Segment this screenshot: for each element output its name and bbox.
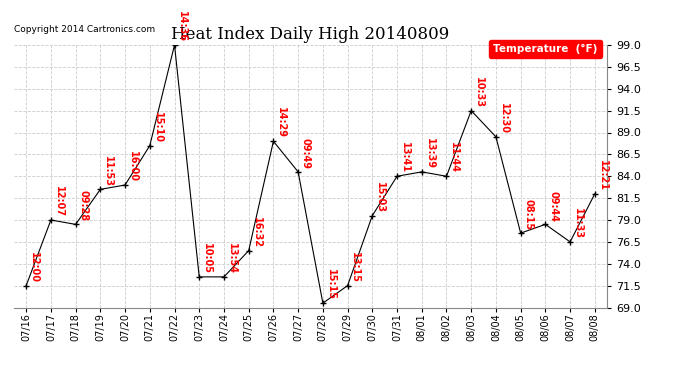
Text: 11:44: 11:44 [449, 142, 460, 174]
Title: Heat Index Daily High 20140809: Heat Index Daily High 20140809 [171, 27, 450, 44]
Text: 13:54: 13:54 [227, 243, 237, 274]
Text: 09:49: 09:49 [301, 138, 311, 169]
Text: 16:00: 16:00 [128, 151, 138, 182]
Text: 12:07: 12:07 [54, 186, 63, 217]
Text: 13:15: 13:15 [351, 252, 360, 283]
Text: 11:53: 11:53 [103, 156, 113, 187]
Text: 12:21: 12:21 [598, 160, 608, 191]
Text: 15:15: 15:15 [326, 269, 335, 300]
Text: 13:41: 13:41 [400, 142, 410, 174]
Text: 15:10: 15:10 [152, 112, 163, 143]
Text: 14:29: 14:29 [276, 108, 286, 138]
Text: 15:03: 15:03 [375, 182, 385, 213]
Text: 08:15: 08:15 [524, 199, 533, 230]
Text: 10:33: 10:33 [474, 77, 484, 108]
Text: 16:32: 16:32 [251, 217, 262, 248]
Text: Copyright 2014 Cartronics.com: Copyright 2014 Cartronics.com [14, 26, 155, 34]
Text: 14:36: 14:36 [177, 11, 187, 42]
Legend: Temperature  (°F): Temperature (°F) [489, 40, 602, 58]
Text: 12:00: 12:00 [29, 252, 39, 283]
Text: 11:33: 11:33 [573, 208, 583, 239]
Text: 09:28: 09:28 [79, 190, 88, 222]
Text: 12:30: 12:30 [499, 103, 509, 134]
Text: 13:39: 13:39 [424, 138, 435, 169]
Text: 10:05: 10:05 [202, 243, 212, 274]
Text: 09:44: 09:44 [548, 190, 558, 222]
